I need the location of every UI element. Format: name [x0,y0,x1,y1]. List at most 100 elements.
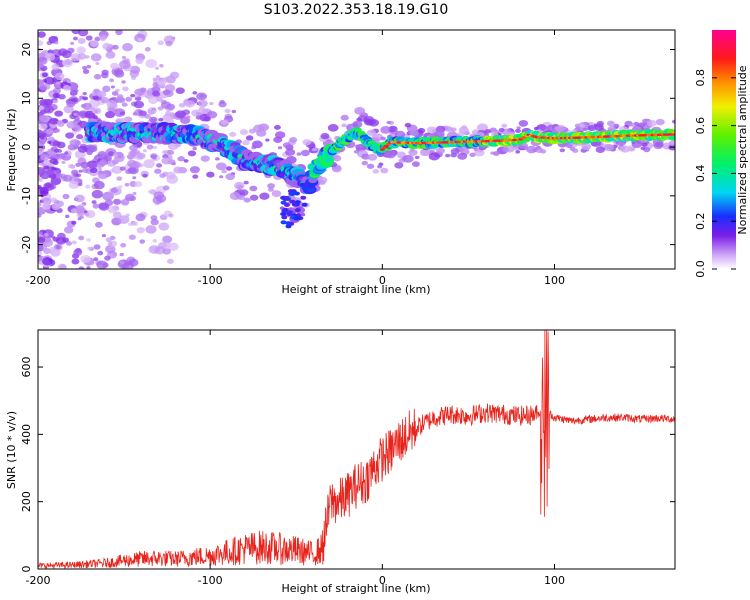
x-tick-label: -100 [198,574,223,587]
heatmap-cell [38,150,43,155]
heatmap-y-axis-title: Frequency (Hz) [5,109,18,192]
heatmap-cell [63,226,74,234]
heatmap-cell [42,257,53,266]
heatmap-cell [265,138,270,142]
heatmap-cell [95,61,100,66]
heatmap-cell [146,144,154,150]
heatmap-cell [73,248,83,256]
heatmap-cell [187,150,197,157]
heatmap-cell [300,195,307,200]
heatmap-cell [243,180,249,185]
heatmap-cell [63,84,71,91]
heatmap-cell [237,194,246,201]
heatmap-cell [43,232,49,237]
heatmap-cell [281,215,288,220]
x-tick-label: 100 [544,574,565,587]
heatmap-cell [77,37,86,44]
snr-frame [37,329,676,570]
heatmap-cell [384,144,389,148]
heatmap-cell [364,118,374,126]
heatmap-cell [225,173,235,181]
y-tick-label: 600 [20,357,33,378]
heatmap-cell [206,171,215,178]
heatmap-cell [65,214,70,218]
heatmap-cell [52,87,62,94]
heatmap-cell [77,52,87,60]
heatmap-cell [139,239,146,244]
heatmap-cell [155,75,160,79]
heatmap-cell [162,150,167,154]
heatmap-cell [253,124,265,133]
heatmap-cell [133,94,139,98]
y-tick-label: 20 [20,43,33,57]
heatmap-cell [53,36,58,40]
heatmap-cell [671,119,675,124]
heatmap-cell [39,84,48,91]
heatmap-cell [40,109,47,115]
heatmap-cell [71,240,77,245]
heatmap-cell [120,242,127,248]
heatmap-cell [224,108,231,114]
heatmap-cell [294,208,301,213]
heatmap-cell [587,125,597,132]
heatmap-cell [115,30,123,36]
colorbar: 0.0 0.2 0.4 0.6 0.8 Normalized spectral ampl… [694,30,749,278]
heatmap-cell [189,166,200,174]
heatmap-cell [377,164,383,169]
heatmap-cell [45,128,54,135]
heatmap-cell [640,146,646,151]
heatmap-cell [87,145,98,153]
heatmap-cell [555,125,567,133]
heatmap-cell [78,266,85,269]
heatmap-cell [156,97,163,102]
heatmap-cell [91,189,103,199]
heatmap-cell [81,167,89,173]
heatmap-cell [282,196,289,201]
heatmap-cell [65,132,75,139]
x-tick-label: 0 [379,574,386,587]
heatmap-cell [138,110,147,117]
heatmap-cell [289,136,298,143]
heatmap-cell [150,154,157,159]
heatmap-cell [69,139,81,147]
heatmap-cell [121,102,128,107]
colorbar-tick-label: 0.0 [694,260,707,278]
heatmap-cell [112,211,122,219]
heatmap-cell [50,176,62,186]
heatmap-cell [581,143,592,151]
heatmap-cell [355,144,361,148]
heatmap-cell [197,99,208,108]
heatmap-cell [654,141,664,148]
heatmap-cell [38,114,48,122]
heatmap-cell [38,31,46,38]
heatmap-cell [103,155,112,162]
heatmap-cell [119,111,126,116]
heatmap-cell [96,260,108,269]
heatmap-cell [169,71,180,79]
heatmap-cell [102,85,111,93]
heatmap-cell [300,149,310,157]
heatmap-cell [125,96,132,102]
heatmap-cell [56,121,65,127]
heatmap-cell [215,162,227,171]
heatmap-cells [38,30,675,269]
heatmap-cell [457,152,468,160]
heatmap-cell [381,146,387,149]
heatmap-cell [149,116,157,123]
heatmap-cell [498,127,505,132]
heatmap-cell [38,166,46,175]
heatmap-cell [166,258,174,264]
snr-y-axis-title: SNR (10 * v/v) [5,411,18,489]
heatmap-cell [93,73,102,80]
heatmap-cell [110,62,119,70]
heatmap-cell [107,205,118,214]
heatmap-cell [133,100,145,109]
heatmap-cell [668,140,675,146]
heatmap-cell [55,245,61,250]
heatmap-cell [631,140,643,148]
heatmap-cell [80,161,90,169]
heatmap-cell [288,221,295,226]
heatmap-cell [64,151,69,155]
heatmap-cell [408,149,418,156]
heatmap-cell [73,36,78,41]
